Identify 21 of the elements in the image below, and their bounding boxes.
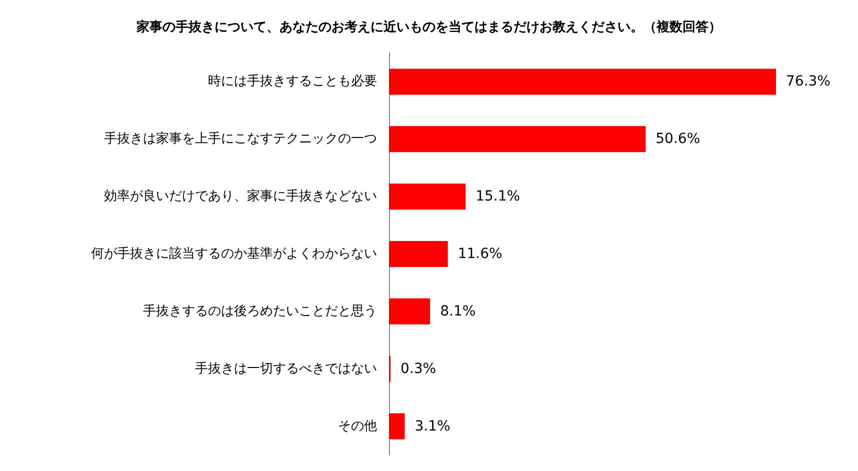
- chart-title: 家事の手抜きについて、あなたのお考えに近いものを当てはまるだけお教えください。（複数回答）: [136, 19, 722, 35]
- y-tick-label: 何が手抜きに該当するのか基準がよくわからない: [91, 246, 377, 262]
- data-label: 15.1%: [476, 188, 520, 205]
- data-label: 76.3%: [786, 74, 830, 90]
- data-label: 8.1%: [440, 303, 476, 320]
- data-label: 50.6%: [656, 131, 700, 148]
- bar: [389, 241, 448, 267]
- data-label: 11.6%: [458, 246, 502, 262]
- data-label: 0.3%: [400, 360, 436, 377]
- y-tick-label: 時には手抜きすることも必要: [208, 74, 377, 90]
- y-tick-label: 効率が良いだけであり、家事に手抜きなどない: [104, 188, 377, 204]
- bar: [389, 126, 646, 152]
- bar: [389, 68, 776, 95]
- y-tick-label: 手抜きは一切するべきではない: [195, 361, 377, 376]
- y-tick-label: その他: [338, 418, 377, 434]
- bar: [389, 298, 430, 324]
- y-tick-label: 手抜きは家事を上手にこなすテクニックの一つ: [104, 130, 377, 147]
- bar: [389, 184, 466, 210]
- data-label: 3.1%: [414, 418, 450, 434]
- bar: [389, 413, 405, 440]
- y-tick-label: 手抜きするのは後ろめたいことだと思う: [143, 304, 377, 319]
